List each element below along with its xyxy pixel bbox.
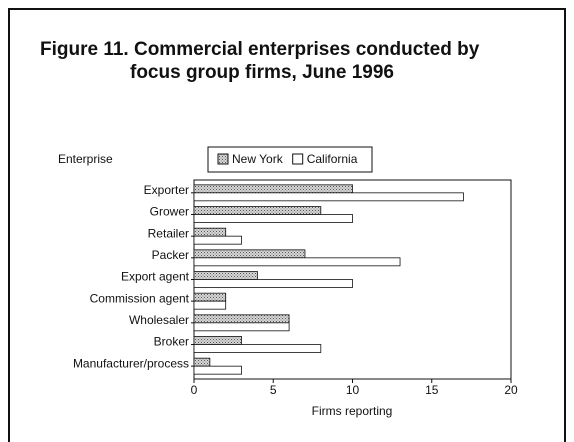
legend-label: New York [232, 152, 284, 166]
y-tick-label: Exporter [144, 183, 189, 197]
x-tick-label: 15 [425, 383, 439, 397]
bar [193, 227, 227, 237]
y-tick-label: Commission agent [90, 291, 190, 305]
y-tick-label: Wholesaler [129, 313, 189, 327]
bar [193, 214, 353, 223]
bar [193, 322, 290, 332]
bar [193, 192, 464, 202]
y-tick-label: Export agent [121, 270, 190, 284]
y-axis-title: Enterprise [58, 152, 113, 166]
bar [193, 257, 401, 267]
bar [193, 292, 227, 302]
y-tick-label: Grower [150, 205, 189, 219]
bar [193, 300, 227, 310]
x-tick-label: 20 [504, 383, 518, 397]
frame [8, 8, 566, 442]
x-tick-label: 10 [346, 383, 360, 397]
bar [193, 314, 290, 324]
chart-title: Figure 11. Commercial enterprises conduc… [40, 39, 480, 60]
x-axis-title: Firms reporting [312, 404, 393, 418]
y-tick-label: Packer [152, 248, 189, 262]
bar [193, 344, 322, 353]
bar [193, 336, 242, 345]
y-tick-label: Retailer [148, 226, 189, 240]
bar [193, 279, 353, 288]
bar [193, 249, 306, 259]
y-tick-label: Broker [154, 335, 189, 349]
bar [193, 357, 211, 367]
x-tick-label: 0 [191, 383, 198, 397]
bar [193, 184, 353, 194]
legend-label: California [307, 152, 358, 166]
x-tick-label: 5 [270, 383, 277, 397]
legend-swatch [217, 153, 229, 165]
bar [193, 235, 242, 245]
legend-box [207, 146, 373, 173]
bar [193, 206, 322, 215]
bar [193, 365, 242, 375]
chart-title: focus group firms, June 1996 [130, 62, 394, 83]
bar [193, 271, 258, 280]
legend-swatch [292, 153, 304, 165]
y-tick-label: Manufacturer/process [73, 356, 189, 370]
